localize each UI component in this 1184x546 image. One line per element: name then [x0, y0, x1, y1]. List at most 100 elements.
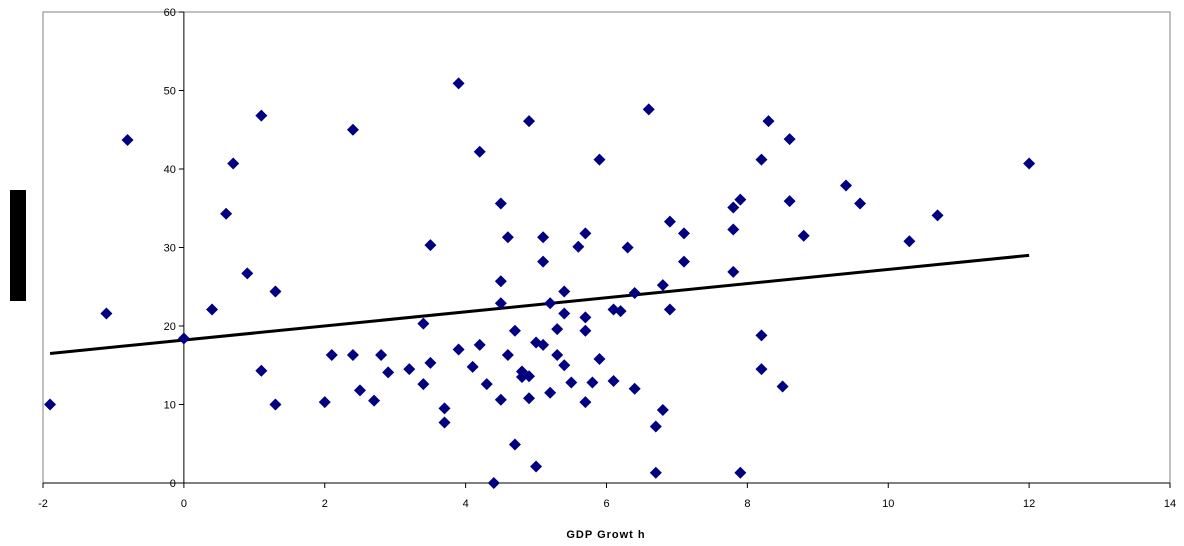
data-point [931, 209, 944, 222]
data-point [628, 382, 641, 395]
data-point [621, 241, 634, 254]
data-point [452, 343, 465, 356]
data-point [353, 384, 366, 397]
data-point [649, 420, 662, 433]
x-tick-label: 8 [744, 498, 750, 510]
y-tick-label: 20 [164, 321, 176, 333]
data-point [663, 303, 676, 316]
data-point [466, 360, 479, 373]
data-point [677, 227, 690, 240]
data-point [537, 338, 550, 351]
data-point [551, 323, 564, 336]
data-point [797, 229, 810, 242]
data-point [614, 305, 627, 318]
data-point [44, 398, 57, 411]
data-point [903, 235, 916, 248]
data-point [255, 109, 268, 122]
data-point [508, 438, 521, 451]
plot-area [42, 11, 1171, 484]
data-point [572, 240, 585, 253]
data-point [501, 349, 514, 362]
x-tick-label: 2 [322, 498, 328, 510]
x-tick-label: 14 [1164, 498, 1176, 510]
y-tick-label: 0 [170, 478, 176, 490]
data-point [438, 416, 451, 429]
data-point [325, 349, 338, 362]
x-tick-label: 10 [882, 498, 894, 510]
data-point [755, 153, 768, 166]
data-point [523, 115, 536, 128]
data-point [558, 307, 571, 320]
data-point [241, 267, 254, 280]
data-point [494, 297, 507, 310]
data-point [523, 370, 536, 383]
data-point [1023, 157, 1036, 170]
x-tick-label: 4 [463, 498, 469, 510]
data-point [424, 356, 437, 369]
data-point [579, 396, 592, 409]
data-point [346, 123, 359, 136]
data-point [593, 153, 606, 166]
y-tick-label: 40 [164, 164, 176, 176]
data-point [438, 402, 451, 415]
data-point [854, 197, 867, 210]
data-point [762, 115, 775, 128]
data-point [346, 349, 359, 362]
trendline [49, 253, 1030, 355]
data-point [121, 133, 134, 146]
data-point [530, 460, 543, 473]
points-group [44, 77, 1036, 489]
data-point [375, 349, 388, 362]
data-point [579, 324, 592, 337]
data-point [593, 352, 606, 365]
data-point [100, 307, 113, 320]
axes [42, 11, 1171, 484]
x-tick-label: -2 [38, 498, 48, 510]
data-point [501, 231, 514, 244]
data-point [382, 366, 395, 379]
data-point [417, 378, 430, 391]
data-point [473, 338, 486, 351]
data-point [417, 317, 430, 330]
y-tick-label: 50 [164, 86, 176, 98]
data-point [487, 477, 500, 489]
y-tick-label: 10 [164, 400, 176, 412]
data-point [206, 303, 219, 316]
data-point [776, 380, 789, 393]
data-point [269, 398, 282, 411]
x-tick-label: 12 [1023, 498, 1035, 510]
data-point [544, 297, 557, 310]
data-point [227, 157, 240, 170]
data-point [586, 376, 599, 389]
data-point [558, 285, 571, 298]
data-point [220, 207, 233, 220]
y-tick-label: 60 [164, 7, 176, 19]
y-axis-title-box [10, 190, 26, 301]
data-point [755, 329, 768, 342]
ticks: -2 0 2 4 6 8 10 12 14 0 10 20 30 40 50 60 [38, 7, 1176, 510]
data-point [783, 133, 796, 146]
data-point [663, 215, 676, 228]
data-point [515, 371, 528, 384]
data-point [544, 386, 557, 399]
data-point [628, 287, 641, 300]
data-point [727, 223, 740, 236]
data-point [783, 195, 796, 208]
data-point [656, 403, 669, 416]
data-point [727, 201, 740, 214]
data-point [755, 363, 768, 376]
data-point [839, 179, 852, 192]
data-point [494, 393, 507, 406]
data-point [607, 374, 620, 387]
x-tick-label: 0 [181, 498, 187, 510]
data-point [177, 332, 190, 345]
data-point [255, 364, 268, 377]
trendline-group [49, 253, 1030, 355]
data-point [551, 349, 564, 362]
data-point [579, 227, 592, 240]
data-point [558, 359, 571, 372]
data-point [649, 466, 662, 479]
y-tick-label: 30 [164, 243, 176, 255]
data-point [656, 279, 669, 292]
data-point [579, 311, 592, 324]
